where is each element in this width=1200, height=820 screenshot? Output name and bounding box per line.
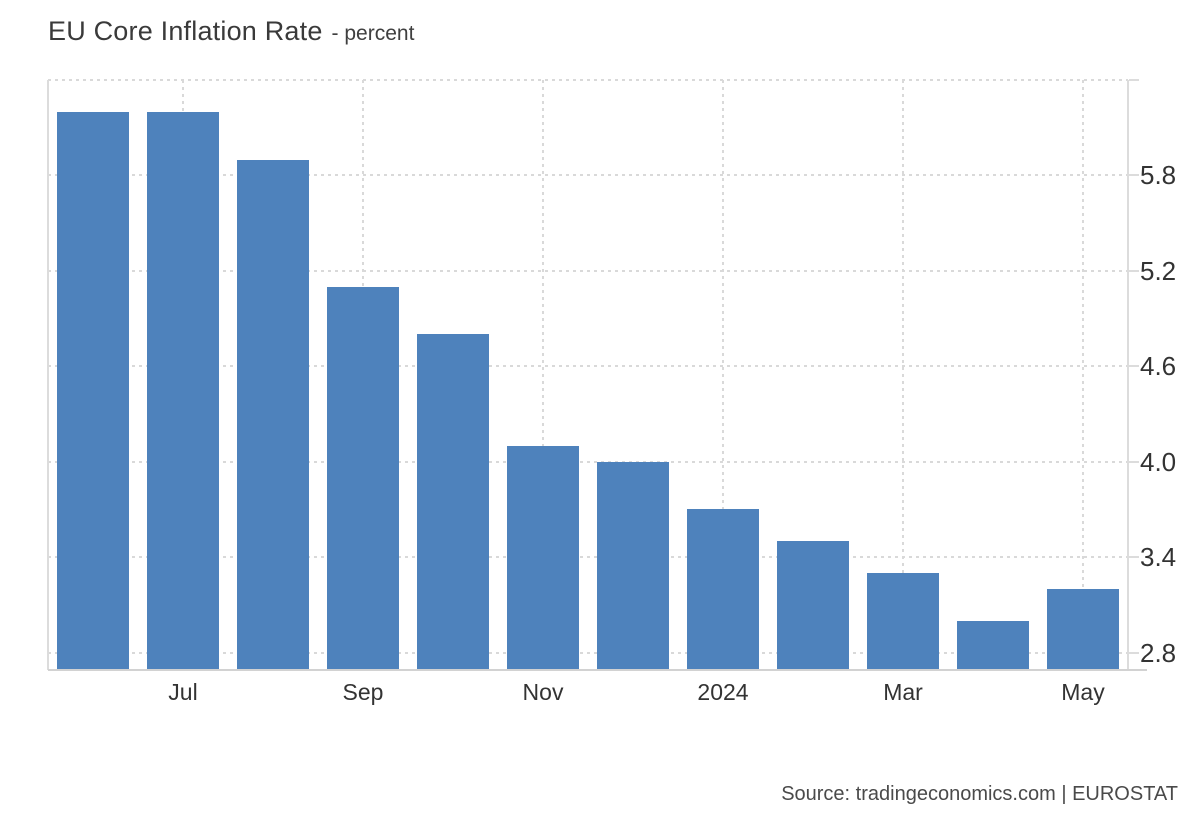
vertical-gridline <box>1082 80 1084 670</box>
horizontal-gridline <box>48 174 1128 177</box>
y-tick-label: 4.6 <box>1140 351 1177 382</box>
y-tick-label: 3.4 <box>1140 542 1177 573</box>
y-axis-tick <box>1129 556 1139 559</box>
bar[interactable] <box>57 111 129 670</box>
bar[interactable] <box>417 334 489 670</box>
y-tick-label: 2.8 <box>1140 637 1177 668</box>
vertical-gridline <box>722 80 724 670</box>
x-tick-label: May <box>1061 679 1105 705</box>
y-axis-tick <box>1129 79 1139 81</box>
y-axis-tick <box>1129 174 1139 177</box>
bar[interactable] <box>687 509 759 670</box>
bar[interactable] <box>597 461 669 670</box>
y-tick-label: 5.2 <box>1140 255 1177 286</box>
vertical-gridline <box>902 80 904 670</box>
horizontal-gridline <box>48 651 1128 654</box>
bar[interactable] <box>147 111 219 670</box>
y-axis-tick <box>1129 460 1139 463</box>
bar[interactable] <box>507 445 579 670</box>
y-axis-tick <box>1129 651 1139 654</box>
x-tick-label: Jul <box>168 679 198 705</box>
y-axis-right <box>1127 80 1129 670</box>
chart-title: EU Core Inflation Rate <box>48 16 323 46</box>
y-tick-label: 5.8 <box>1140 160 1177 191</box>
horizontal-gridline <box>48 79 1128 81</box>
horizontal-gridline <box>48 269 1128 272</box>
horizontal-gridline <box>48 365 1128 368</box>
horizontal-gridline <box>48 556 1128 559</box>
y-axis-tick <box>1129 365 1139 368</box>
x-tick-label: Sep <box>342 679 384 705</box>
bar[interactable] <box>327 286 399 670</box>
bar[interactable] <box>237 159 309 670</box>
source-attribution: Source: tradingeconomics.com | EUROSTAT <box>781 783 1178 805</box>
vertical-gridline <box>542 80 544 670</box>
bar[interactable] <box>1047 588 1119 670</box>
bar[interactable] <box>957 620 1029 670</box>
x-tick-label: 2024 <box>697 679 749 705</box>
y-axis-tick <box>1129 269 1139 272</box>
bar[interactable] <box>867 572 939 670</box>
chart-subtitle: - percent <box>331 22 415 45</box>
chart-header: EU Core Inflation Rate - percent <box>48 16 414 47</box>
y-tick-label: 4.0 <box>1140 446 1177 477</box>
horizontal-gridline <box>48 460 1128 463</box>
x-tick-label: Nov <box>522 679 564 705</box>
x-axis-line <box>48 669 1147 671</box>
x-tick-label: Mar <box>883 679 923 705</box>
y-axis-left <box>47 80 49 670</box>
bar[interactable] <box>777 541 849 670</box>
